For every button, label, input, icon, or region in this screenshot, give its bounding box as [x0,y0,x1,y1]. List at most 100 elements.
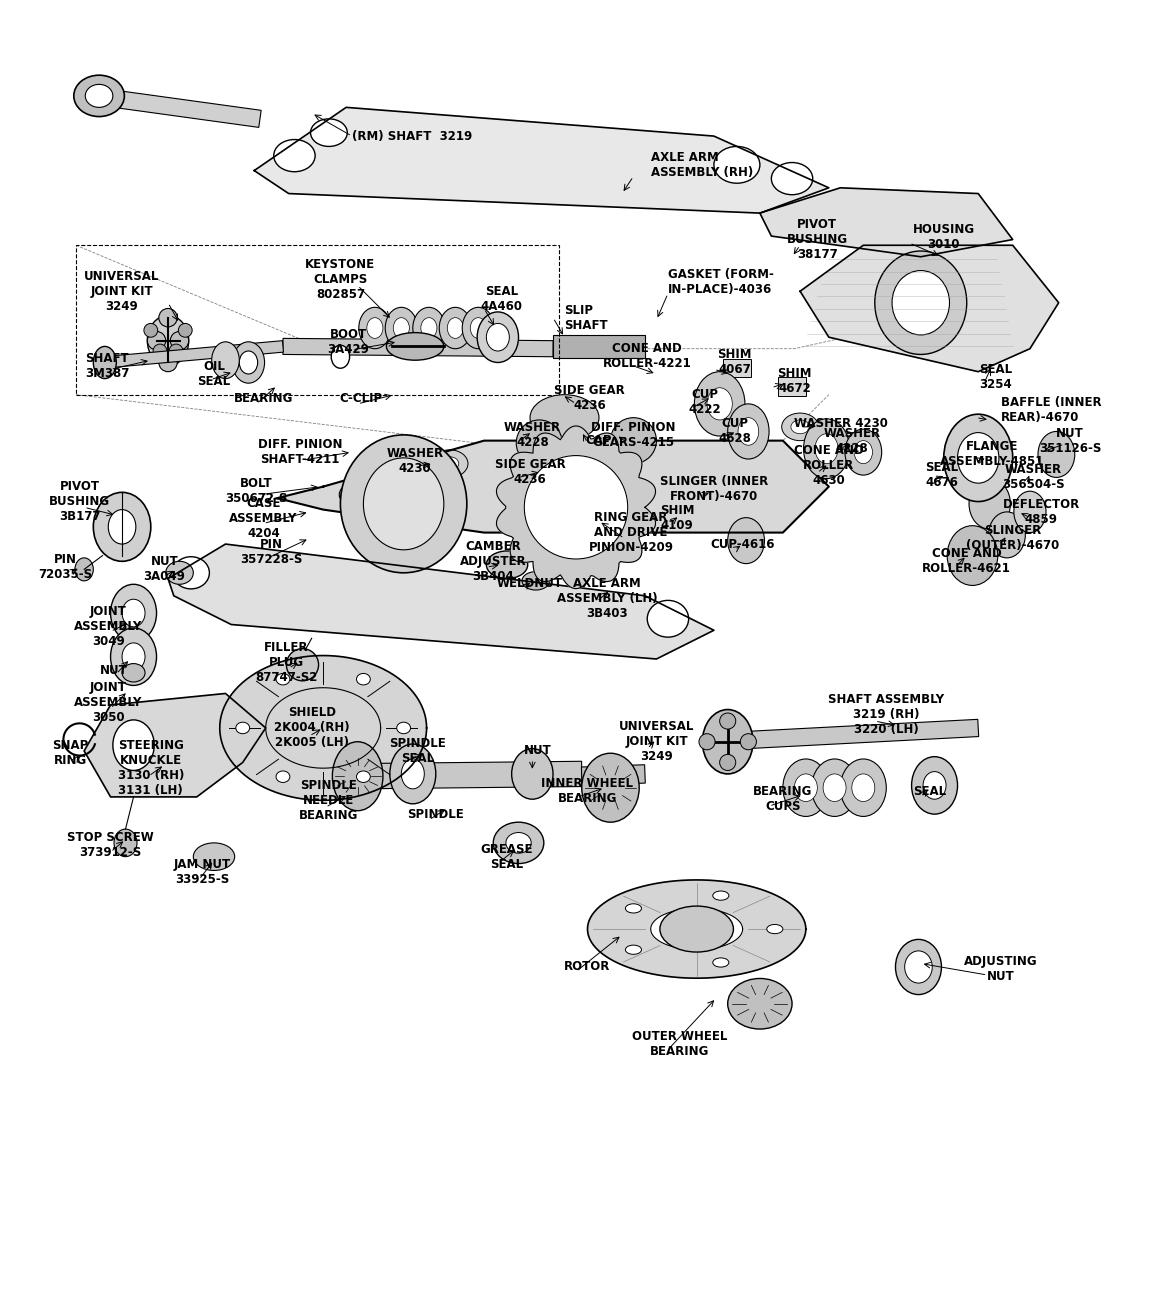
Text: SHIM
4067: SHIM 4067 [718,348,752,377]
Ellipse shape [356,673,370,685]
Bar [723,359,751,377]
Text: NUT
351126-S: NUT 351126-S [1039,426,1101,455]
Ellipse shape [363,458,444,550]
Text: WASHER
4230: WASHER 4230 [387,447,444,475]
Text: OIL
SEAL: OIL SEAL [197,360,230,388]
Ellipse shape [93,346,116,378]
Ellipse shape [147,332,166,350]
Bar [713,719,979,750]
Ellipse shape [122,663,145,682]
Ellipse shape [439,307,471,348]
Text: CUP
4628: CUP 4628 [718,417,751,445]
Ellipse shape [356,515,370,534]
Ellipse shape [854,440,872,464]
Ellipse shape [943,414,1013,501]
Polygon shape [651,908,743,949]
Ellipse shape [728,979,793,1030]
Polygon shape [588,879,806,978]
Text: SHAFT ASSEMBLY
3219 (RH)
3220 (LH): SHAFT ASSEMBLY 3219 (RH) 3220 (LH) [828,693,945,736]
Text: CAP: CAP [585,434,612,447]
Text: CASE
ASSEMBLY
4204: CASE ASSEMBLY 4204 [229,497,297,540]
Ellipse shape [511,749,553,799]
Ellipse shape [516,420,562,466]
Text: JOINT
ASSEMBLY
3050: JOINT ASSEMBLY 3050 [74,681,143,724]
Ellipse shape [108,510,136,544]
Ellipse shape [114,829,137,857]
Ellipse shape [159,354,177,372]
Text: WELDNUT: WELDNUT [497,576,563,589]
Ellipse shape [988,512,1025,558]
Text: SEAL
3254: SEAL 3254 [979,364,1011,391]
Ellipse shape [332,346,349,368]
Ellipse shape [386,333,444,360]
Ellipse shape [795,774,817,802]
Text: FILLER
PLUG
87747-S2: FILLER PLUG 87747-S2 [256,641,318,684]
Ellipse shape [844,429,881,475]
Ellipse shape [486,550,528,579]
Text: PIVOT
BUSHING
38177: PIVOT BUSHING 38177 [787,218,848,262]
Ellipse shape [169,344,183,357]
Ellipse shape [720,714,736,729]
Ellipse shape [358,307,391,348]
Ellipse shape [582,754,639,822]
Ellipse shape [462,307,494,348]
Text: SLIP
SHAFT: SLIP SHAFT [564,303,608,332]
Text: RING GEAR
AND DRIVE
PINION-4209: RING GEAR AND DRIVE PINION-4209 [589,512,674,554]
Ellipse shape [75,558,93,581]
Text: BAFFLE (INNER
REAR)-4670: BAFFLE (INNER REAR)-4670 [1001,395,1101,423]
Text: WASHER
4228: WASHER 4228 [824,426,880,455]
Ellipse shape [440,457,458,470]
Ellipse shape [947,526,998,585]
Text: CONE AND
ROLLER-4621: CONE AND ROLLER-4621 [923,548,1011,575]
Ellipse shape [385,307,417,348]
Bar [779,377,806,396]
Text: FLANGE
ASSEMBLY-4851: FLANGE ASSEMBLY-4851 [940,440,1044,469]
Polygon shape [278,440,828,532]
Ellipse shape [122,642,145,671]
Ellipse shape [895,939,941,995]
Ellipse shape [812,759,857,816]
Ellipse shape [840,759,886,816]
Text: JAM NUT
33925-S: JAM NUT 33925-S [174,857,232,886]
Ellipse shape [530,395,599,440]
Ellipse shape [111,584,157,642]
Ellipse shape [412,307,445,348]
Text: SLINGER
(OUTER)-4670: SLINGER (OUTER)-4670 [967,524,1060,553]
Bar [76,245,559,395]
Ellipse shape [1038,431,1075,478]
Polygon shape [255,107,828,214]
Ellipse shape [772,163,813,194]
Ellipse shape [447,317,463,338]
Ellipse shape [477,312,518,363]
Text: SPINDLE: SPINDLE [408,808,464,821]
Text: KEYSTONE
CLAMPS
802857: KEYSTONE CLAMPS 802857 [305,258,376,302]
Ellipse shape [713,958,729,967]
Text: SEAL
4A460: SEAL 4A460 [480,285,522,313]
Text: BOOT
3A429: BOOT 3A429 [327,328,370,356]
Text: DIFF. PINION
GEARS-4215: DIFF. PINION GEARS-4215 [591,421,676,449]
Ellipse shape [741,734,757,750]
Ellipse shape [236,723,250,734]
Ellipse shape [194,843,235,870]
Text: CUP
4222: CUP 4222 [689,387,721,416]
Text: BOLT
350672-S: BOLT 350672-S [226,477,288,505]
Text: BEARING
CUPS: BEARING CUPS [753,785,812,813]
Ellipse shape [159,308,177,326]
Ellipse shape [713,891,729,900]
Ellipse shape [276,673,290,685]
Ellipse shape [486,324,509,351]
Text: SHAFT
3M387: SHAFT 3M387 [85,352,129,379]
Ellipse shape [233,342,265,383]
Ellipse shape [522,571,550,591]
Ellipse shape [470,317,486,338]
Ellipse shape [493,822,544,864]
Ellipse shape [111,628,157,685]
Text: SLINGER (INNER
FRONT)-4670: SLINGER (INNER FRONT)-4670 [660,475,768,502]
Text: ADJUSTING
NUT: ADJUSTING NUT [964,956,1038,983]
Text: UNIVERSAL
JOINT KIT
3249: UNIVERSAL JOINT KIT 3249 [619,720,695,763]
Text: SHIM
4109: SHIM 4109 [660,504,695,532]
Text: AXLE ARM
ASSEMBLY (LH)
3B403: AXLE ARM ASSEMBLY (LH) 3B403 [556,576,658,619]
Ellipse shape [147,316,189,366]
Text: NUT: NUT [100,664,128,677]
Ellipse shape [851,774,874,802]
